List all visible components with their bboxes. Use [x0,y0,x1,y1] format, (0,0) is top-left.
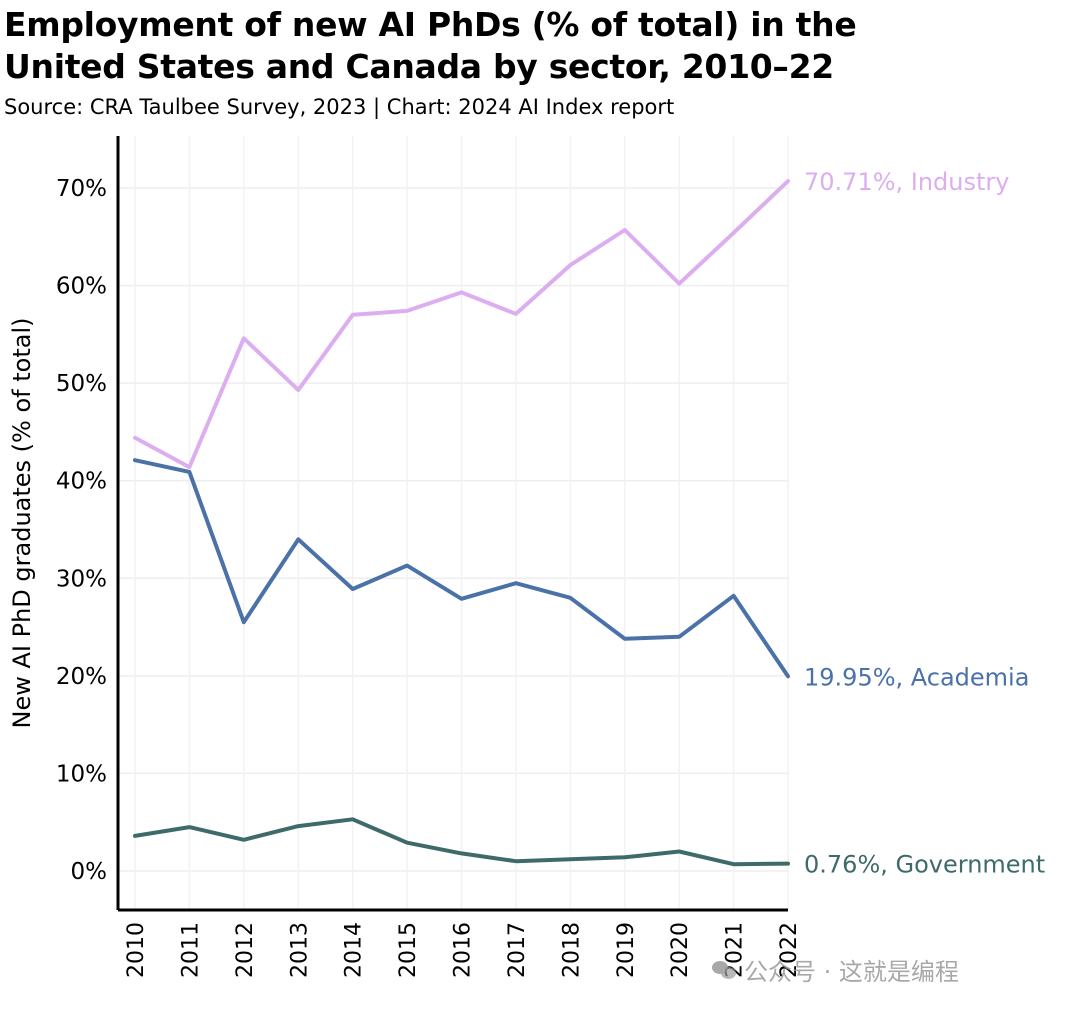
chart-subtitle: Source: CRA Taulbee Survey, 2023 | Chart… [4,95,675,119]
y-tick-label: 30% [56,566,107,592]
x-tick-label: 2010 [124,922,149,978]
watermark: 公众号 · 这就是编程 [712,952,959,987]
x-tick-label: 2015 [396,922,421,978]
end-label-government: 0.76%, Government [804,851,1045,879]
x-tick-label: 2012 [233,922,258,978]
y-tick-label: 70% [56,176,107,202]
y-tick-label: 40% [56,469,107,495]
x-axis-ticks: 2010 2011 2012 2013 2014 2015 2016 2017 2018 2019… [124,922,802,978]
gridlines [118,136,789,910]
x-tick-label: 2013 [287,922,312,978]
chart-title-line-1: Employment of new AI PhDs (% of total) i… [4,5,857,44]
axes [116,136,788,912]
x-tick-label: 2011 [178,922,203,978]
end-label-academia: 19.95%, Academia [804,663,1029,691]
y-axis-ticks: 0% 10% 20% 30% 40% 50% 60% 70% [56,176,107,885]
series-line-government [133,817,790,867]
y-tick-label: 50% [56,371,107,397]
x-tick-label: 2018 [559,922,584,978]
x-tick-label: 2017 [505,922,530,978]
y-tick-label: 60% [56,274,107,300]
watermark-text: 公众号 · 这就是编程 [744,958,959,986]
series-lines [133,179,790,867]
y-tick-label: 0% [71,859,108,885]
x-tick-label: 2016 [451,922,476,978]
chart-title: Employment of new AI PhDs (% of total) i… [4,4,1074,88]
series-end-labels: 70.71%, Industry 19.95%, Academia 0.76%, G… [804,168,1045,879]
y-tick-label: 20% [56,664,107,690]
chart-title-line-2: United States and Canada by sector, 2010… [4,47,834,86]
x-tick-label: 2022 [777,922,802,978]
series-line-academia [133,458,790,679]
y-tick-label: 10% [56,761,107,787]
y-axis-label: New AI PhD graduates (% of total) [8,318,36,729]
end-label-industry: 70.71%, Industry [804,168,1010,196]
x-tick-label: 2019 [614,922,639,978]
series-line-industry [133,179,790,470]
x-tick-label: 2020 [668,922,693,978]
x-tick-label: 2014 [342,922,367,978]
wechat-icon [712,959,738,981]
